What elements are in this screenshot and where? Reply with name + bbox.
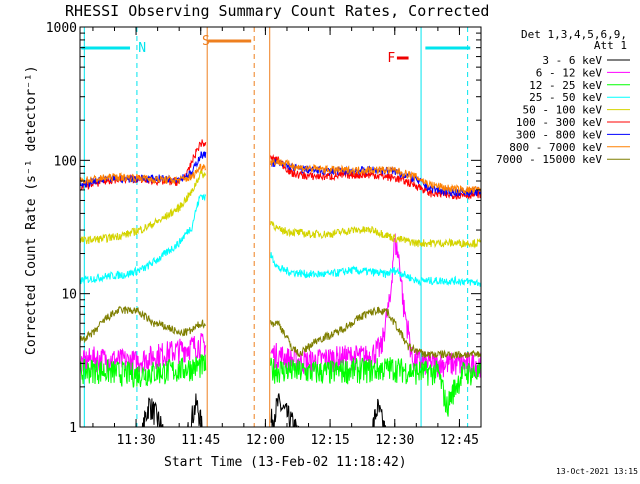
annotation-f: F	[387, 51, 395, 66]
x-tick-label: 12:45	[440, 433, 479, 448]
series-line-5-2	[270, 220, 481, 249]
plot-frame	[79, 26, 482, 428]
legend-entry-6: 100 - 300 keV	[516, 116, 602, 129]
x-tick-label: 11:30	[116, 433, 155, 448]
series-line-9-1	[80, 305, 206, 344]
y-tick-label: 10	[61, 288, 77, 303]
legend-entry-1: 3 - 6 keV	[542, 54, 602, 67]
legend-entry-3: 12 - 25 keV	[529, 79, 602, 92]
annotation-n: N	[138, 41, 146, 56]
legend-entry-7: 300 - 800 keV	[516, 128, 602, 141]
legend-entry-5: 50 - 100 keV	[523, 104, 603, 117]
x-tick-label: 12:00	[246, 433, 285, 448]
x-axis-label: Start Time (13-Feb-02 11:18:42)	[164, 455, 407, 470]
series-line-4-2	[270, 252, 481, 287]
series-line-3-2	[270, 357, 481, 417]
series-line-2-1	[80, 332, 207, 376]
series-line-2-2	[270, 233, 481, 378]
legend-header-0: Det 1,3,4,5,6,9,	[521, 28, 627, 41]
y-tick-label: 100	[54, 154, 77, 169]
x-tick-label: 11:45	[181, 433, 220, 448]
y-tick-label: 1	[69, 421, 77, 436]
legend-entry-8: 800 - 7000 keV	[509, 141, 602, 154]
legend-entry-9: 7000 - 15000 keV	[496, 153, 602, 166]
annotation-s: S	[202, 34, 210, 49]
axis-ticks: 11:30 11:45 12:00 12:15 12:30 12:45 1 10 100 1000	[46, 21, 482, 448]
legend-entry-4: 25 - 50 keV	[529, 91, 602, 104]
legend-entry-2: 6 - 12 keV	[536, 66, 603, 79]
plot-area: N S F	[80, 27, 481, 427]
series-line-1-2	[270, 393, 387, 427]
series-line-5-1	[80, 169, 207, 245]
series-line-8-1	[80, 163, 207, 185]
series-line-3-1	[80, 354, 207, 388]
x-tick-label: 12:15	[311, 433, 350, 448]
chart-title: RHESSI Observing Summary Count Rates, Co…	[65, 2, 489, 20]
series-line-4-1	[80, 193, 207, 285]
series-line-8-2	[270, 158, 481, 195]
series-group	[80, 27, 481, 427]
footer-date: 13-Oct-2021 13:15	[556, 467, 638, 476]
y-axis-label: Corrected Count Rate (s⁻¹ detector⁻¹)	[24, 65, 39, 355]
legend-header-1: Att 1	[594, 39, 627, 52]
series-line-9-2	[270, 306, 481, 360]
x-tick-label: 12:30	[375, 433, 414, 448]
y-tick-label: 1000	[46, 21, 77, 36]
